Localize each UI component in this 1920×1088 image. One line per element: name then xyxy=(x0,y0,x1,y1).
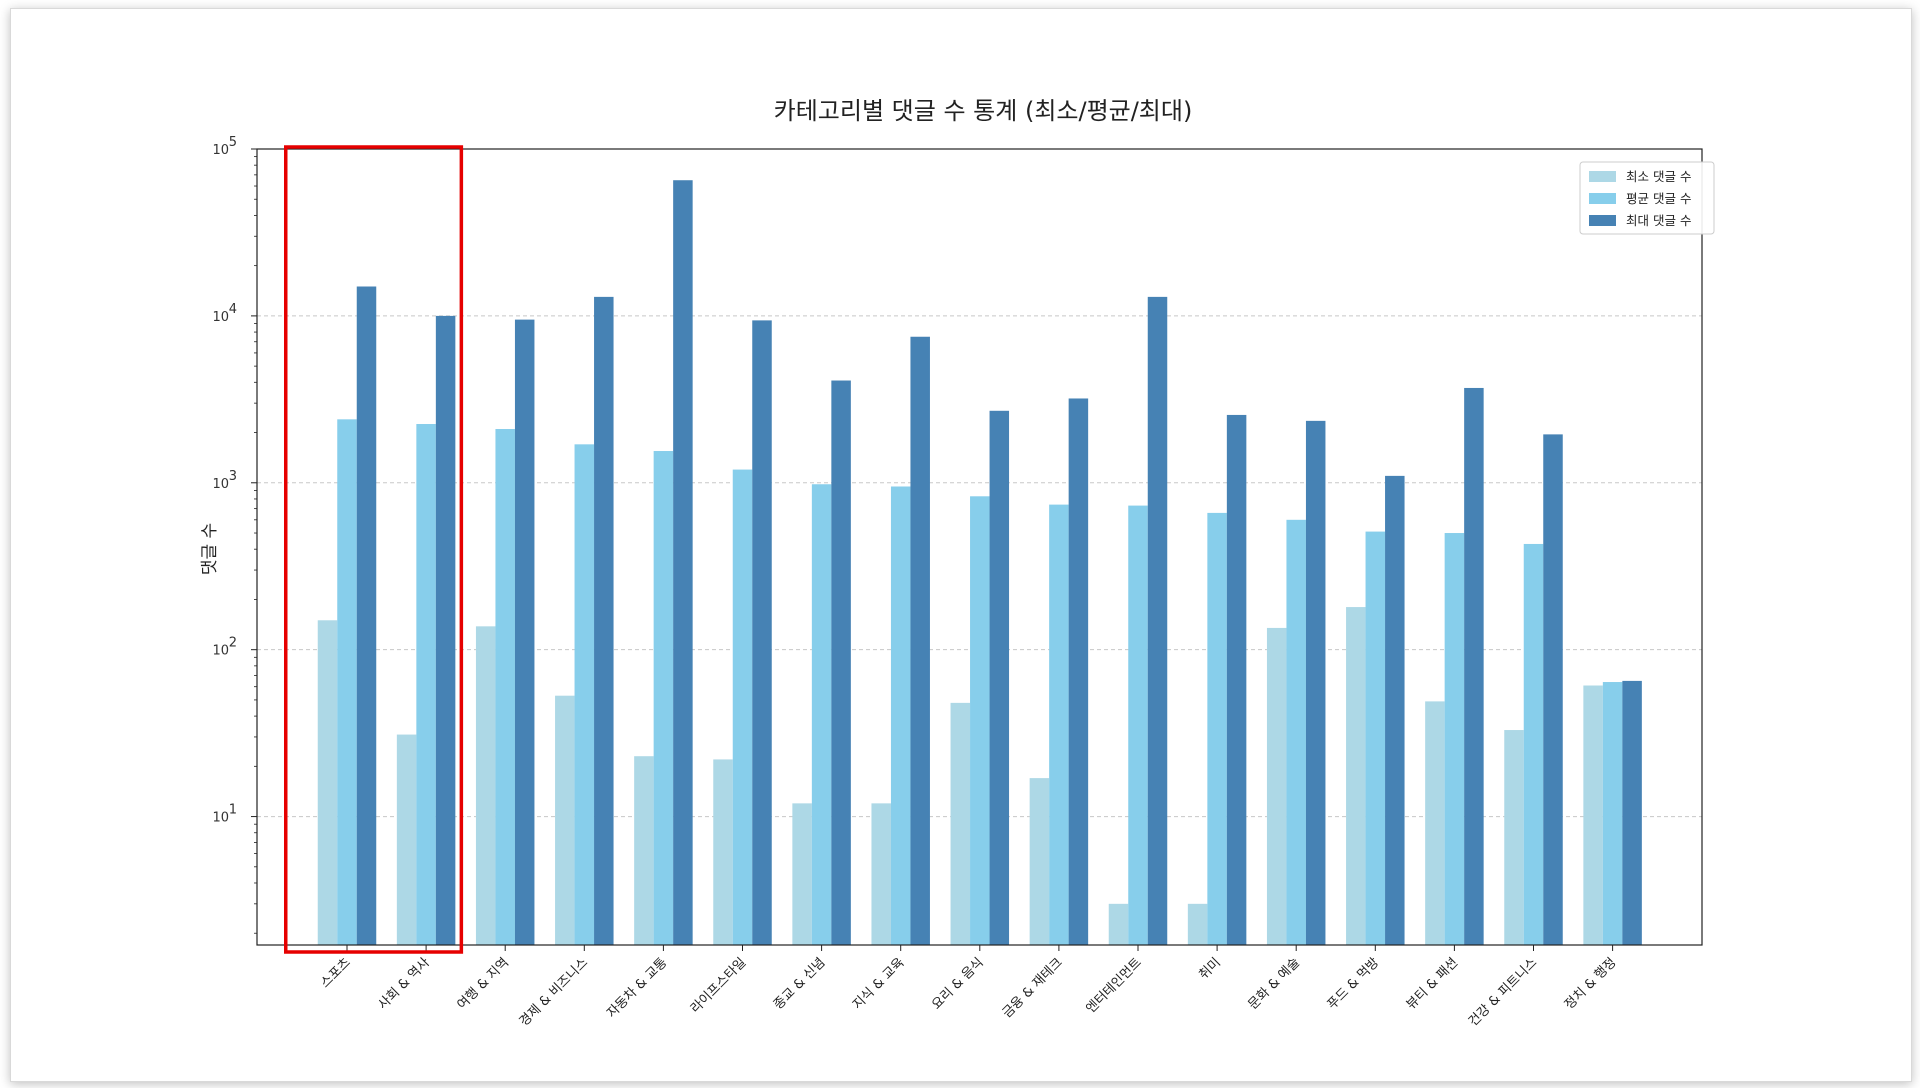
min-bar xyxy=(1346,607,1366,945)
legend-swatch xyxy=(1589,171,1616,182)
y-tick-base: 10 xyxy=(212,477,229,492)
avg-bar xyxy=(970,496,990,945)
avg-bar xyxy=(574,444,595,945)
avg-bar xyxy=(1602,682,1623,945)
max-bar xyxy=(752,320,772,945)
min-bar xyxy=(1266,627,1287,945)
avg-bar xyxy=(653,451,674,945)
avg-bar xyxy=(1207,512,1227,945)
x-tick-label: 금융 & 재테크 xyxy=(1000,955,1066,1021)
legend-label: 최소 댓글 수 xyxy=(1626,169,1691,184)
avg-bar xyxy=(1286,519,1306,945)
avg-bar xyxy=(1128,505,1148,945)
x-tick-label: 자동차 & 교통 xyxy=(604,955,670,1021)
x-tick-label: 사회 & 역사 xyxy=(375,955,432,1012)
y-tick-label: 10 xyxy=(212,477,229,492)
max-bar xyxy=(1147,296,1168,945)
x-tick-label: 종교 & 신념 xyxy=(771,955,828,1012)
max-bar xyxy=(514,319,535,946)
y-tick-label: 10 xyxy=(212,644,229,659)
legend-label: 최대 댓글 수 xyxy=(1626,213,1691,228)
avg-bar xyxy=(1049,504,1069,945)
y-tick-label: 10 xyxy=(212,310,229,325)
bars xyxy=(317,180,1642,946)
legend-swatch xyxy=(1589,215,1616,226)
x-tick-label: 푸드 & 먹방 xyxy=(1325,955,1382,1012)
avg-bar xyxy=(890,486,911,945)
highlight-box xyxy=(284,145,464,954)
chart-title: 카테고리별 댓글 수 통계 (최소/평균/최대) xyxy=(774,97,1193,125)
min-bar xyxy=(396,734,417,945)
min-bar xyxy=(1029,778,1050,945)
min-bar xyxy=(1108,903,1129,945)
y-tick-base: 10 xyxy=(212,310,229,325)
x-tick-label: 정치 & 행정 xyxy=(1561,955,1619,1013)
y-axis-label: 댓글 수 xyxy=(200,523,220,575)
y-tick-base: 10 xyxy=(212,644,229,659)
min-bar xyxy=(1187,903,1208,945)
x-tick-label: 경제 & 비즈니스 xyxy=(517,955,591,1029)
avg-bar xyxy=(732,469,753,945)
screenshot-frame: 카테고리별 댓글 수 통계 (최소/평균/최대) 댓글 수 10 1 10 2 10 3 1… xyxy=(10,8,1912,1082)
min-bar xyxy=(634,756,654,945)
min-bar xyxy=(1504,730,1524,945)
avg-bar xyxy=(416,424,436,945)
y-tick-exponent: 3 xyxy=(229,469,237,484)
x-tick-label: 지식 & 교육 xyxy=(850,955,907,1012)
avg-bar xyxy=(811,484,832,945)
max-bar xyxy=(356,286,377,945)
min-bar xyxy=(950,702,971,945)
bar-chart: 카테고리별 댓글 수 통계 (최소/평균/최대) 댓글 수 1011021031… xyxy=(200,97,1715,1030)
max-bar xyxy=(594,296,614,945)
x-axis: 스포츠 사회 & 역사 여행 & 지역 경제 & 비즈니스 자동차 & 교통 라이프스타일… xyxy=(318,945,1619,1030)
avg-bar xyxy=(337,419,357,945)
x-tick-label: 취미 xyxy=(1196,955,1224,983)
avg-bar xyxy=(1365,531,1386,945)
highlight-layer xyxy=(284,145,464,954)
x-tick-label: 요리 & 음식 xyxy=(929,955,986,1012)
y-tick-exponent: 1 xyxy=(229,803,237,818)
x-tick-label: 뷰티 & 패션 xyxy=(1404,955,1461,1012)
y-tick-exponent: 4 xyxy=(229,302,237,317)
y-tick-label: 10 xyxy=(212,143,229,158)
y-tick-label: 10 xyxy=(212,811,229,826)
x-tick-label: 건강 & 피트니스 xyxy=(1466,955,1540,1029)
min-bar xyxy=(792,803,812,945)
max-bar xyxy=(673,180,693,945)
max-bar xyxy=(1226,414,1247,945)
max-bar xyxy=(1305,420,1326,945)
min-bar xyxy=(1583,685,1603,945)
max-bar xyxy=(910,336,930,945)
y-tick-base: 10 xyxy=(212,143,229,158)
max-bar xyxy=(435,315,456,945)
min-bar xyxy=(871,803,891,945)
legend-label: 평균 댓글 수 xyxy=(1626,191,1691,206)
max-bar xyxy=(1385,475,1405,945)
legend: 최소 댓글 수평균 댓글 수최대 댓글 수 xyxy=(1579,161,1715,235)
min-bar xyxy=(1425,701,1445,945)
y-tick-exponent: 5 xyxy=(229,135,237,150)
x-tick-label: 문화 & 예술 xyxy=(1246,955,1303,1012)
y-tick-exponent: 2 xyxy=(229,636,237,651)
max-bar xyxy=(989,410,1010,946)
max-bar xyxy=(1068,398,1089,946)
legend-swatch xyxy=(1589,193,1616,204)
avg-bar xyxy=(495,429,515,946)
x-tick-label: 라이프스타일 xyxy=(688,955,749,1016)
avg-bar xyxy=(1523,543,1544,945)
max-bar xyxy=(1622,680,1642,945)
max-bar xyxy=(831,380,851,946)
y-tick-base: 10 xyxy=(212,811,229,826)
min-bar xyxy=(713,759,733,945)
min-bar xyxy=(317,620,338,945)
min-bar xyxy=(555,695,575,945)
avg-bar xyxy=(1444,533,1465,945)
x-tick-label: 스포츠 xyxy=(318,955,354,991)
max-bar xyxy=(1543,434,1563,945)
x-tick-label: 여행 & 지역 xyxy=(454,955,512,1013)
max-bar xyxy=(1464,387,1484,945)
x-tick-label: 엔터테인먼트 xyxy=(1083,955,1144,1016)
min-bar xyxy=(475,626,496,945)
